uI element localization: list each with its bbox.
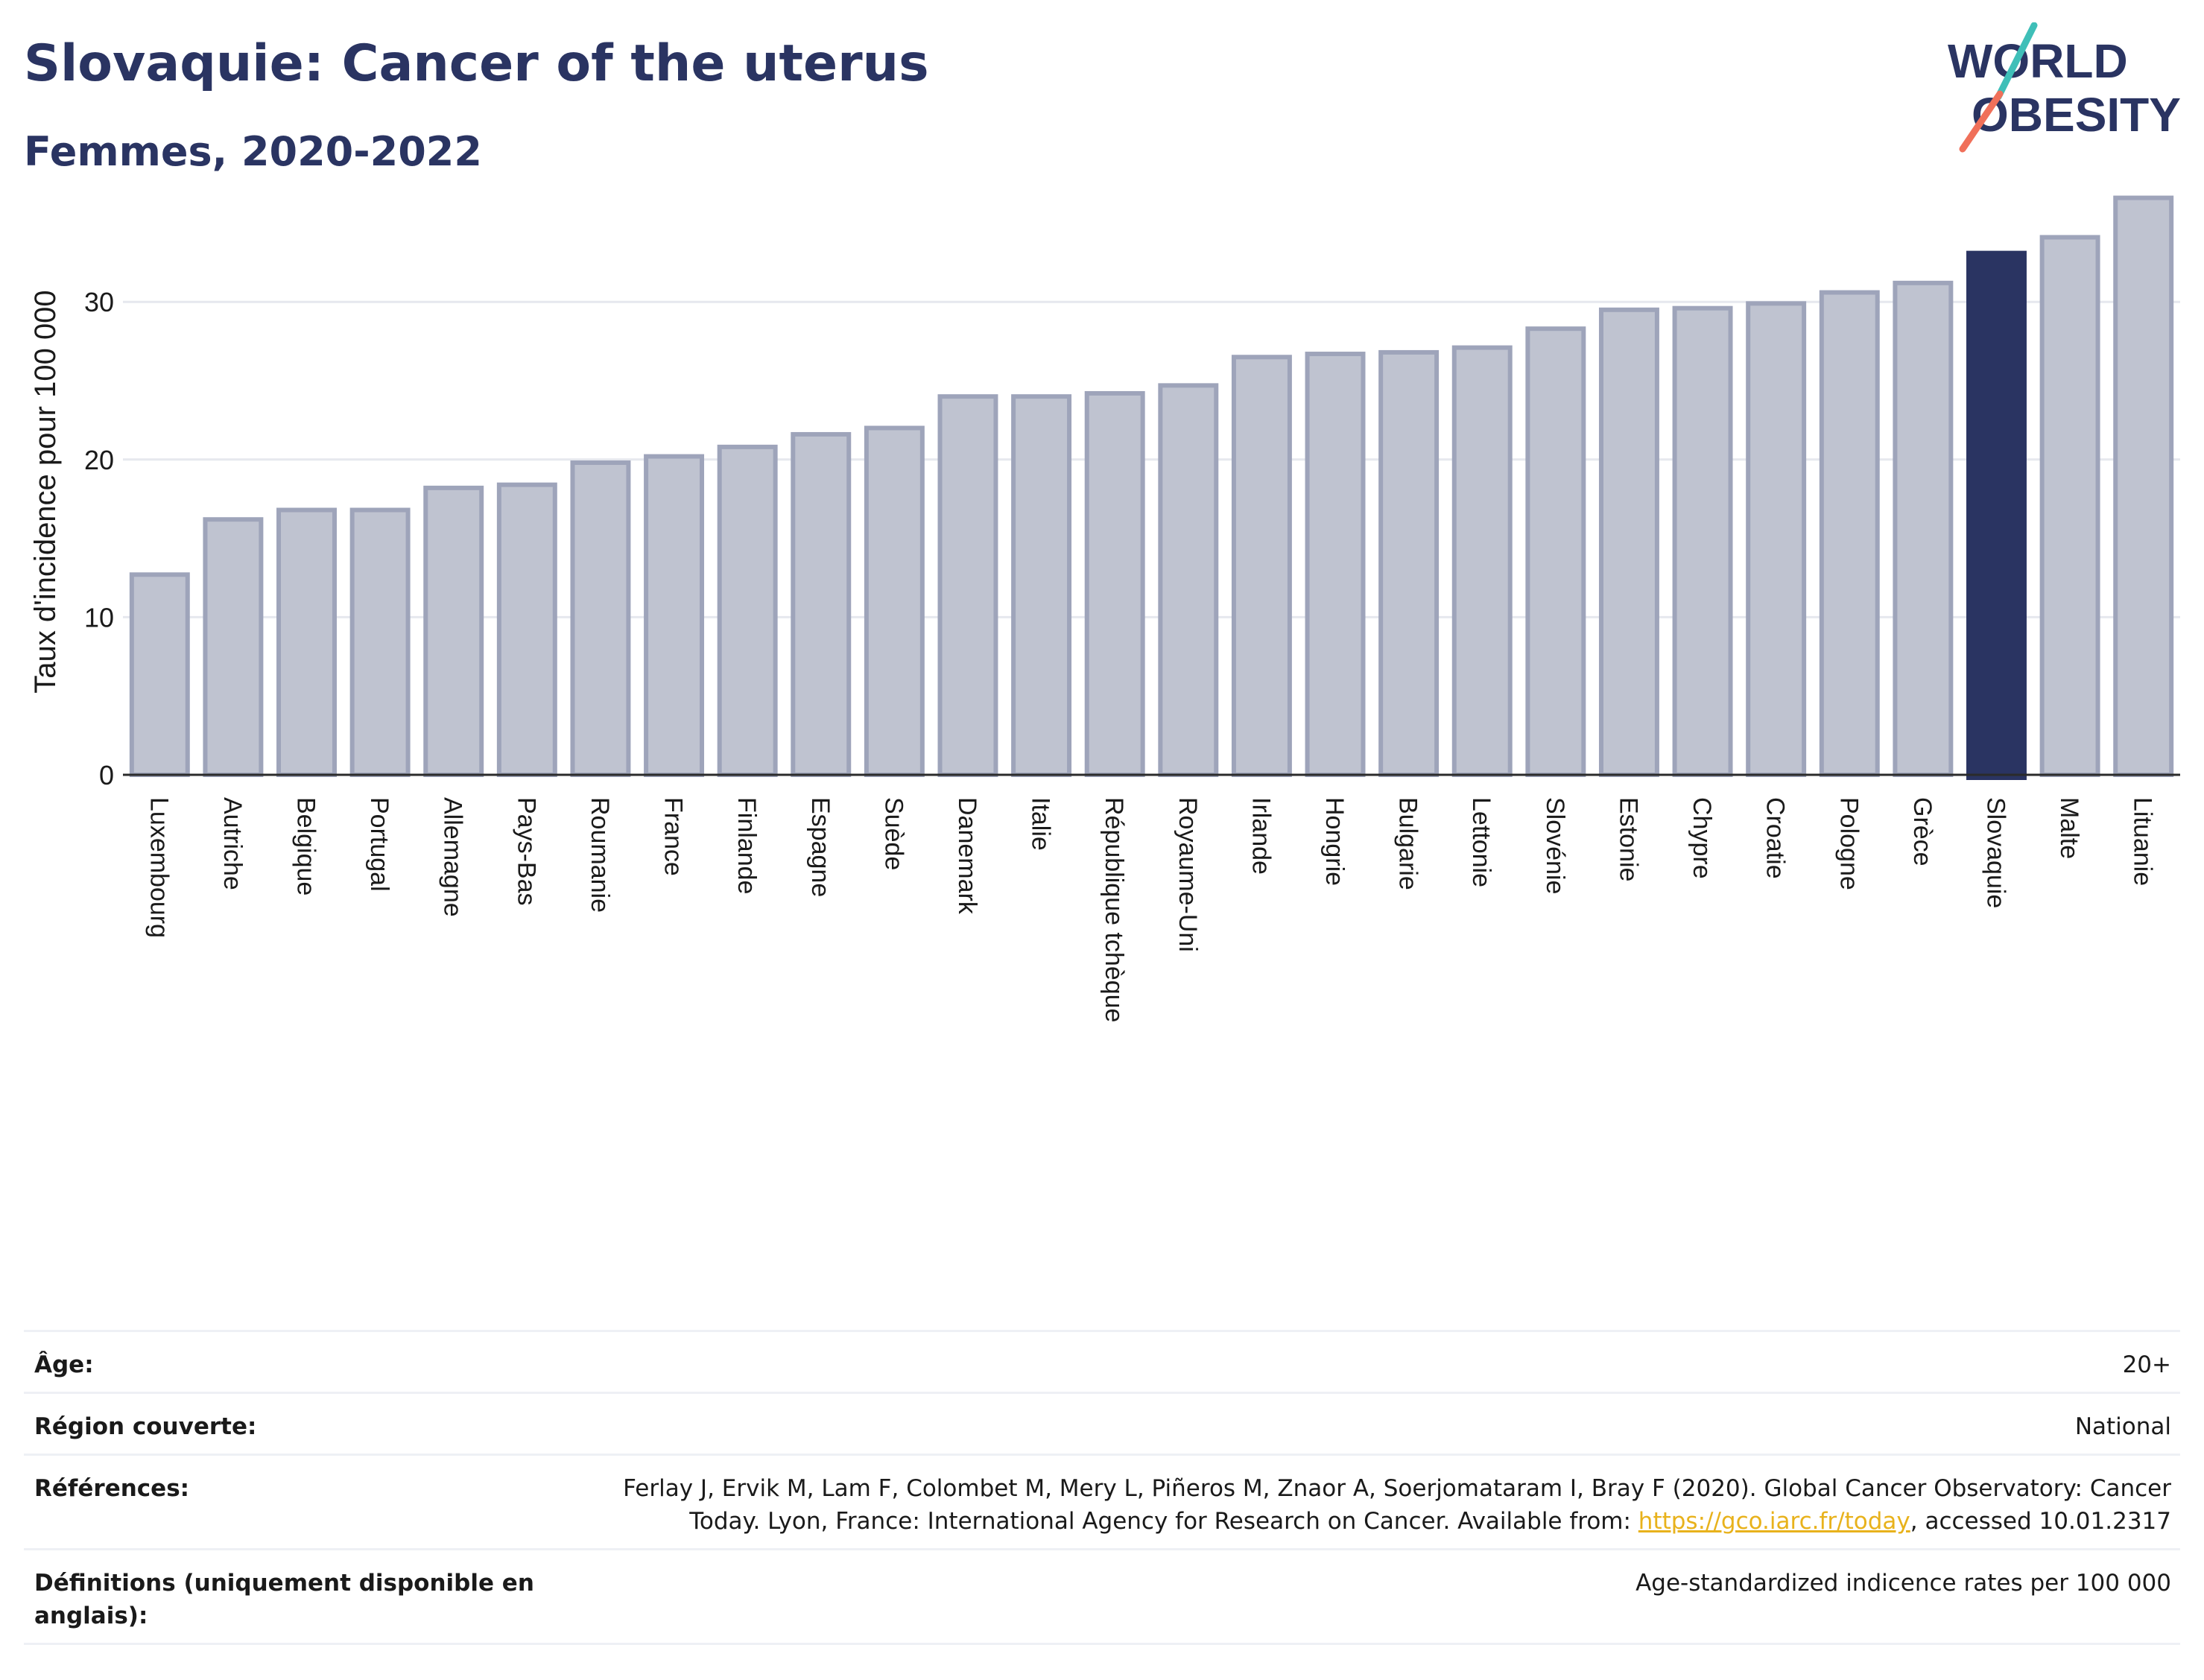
x-tick-label: Pologne: [1834, 797, 1863, 890]
bar-lettonie: [1451, 345, 1513, 777]
x-tick-label: Hongrie: [1320, 797, 1349, 886]
bar-croatie: [1746, 301, 1807, 778]
bar-slovaquie: [1966, 250, 2027, 781]
x-tick-label: Lituanie: [2129, 797, 2157, 886]
metadata-table: Âge: 20+ Région couverte: National Référ…: [24, 1330, 2180, 1645]
x-tick-label: Irlande: [1247, 797, 1275, 875]
x-tick-label: Portugal: [365, 797, 393, 892]
meta-row-definitions: Définitions (uniquement disponible en an…: [24, 1548, 2180, 1643]
bar-finlande: [717, 444, 778, 777]
references-line-2: Today. Lyon, France: International Agenc…: [623, 1505, 2171, 1538]
meta-region-label: Région couverte:: [34, 1413, 257, 1440]
x-tick-label: Slovaquie: [1981, 797, 2010, 908]
references-line-2-tail: , accessed 10.01.2317: [1910, 1508, 2171, 1535]
meta-references-value: Ferlay J, Ervik M, Lam F, Colombet M, Me…: [623, 1456, 2180, 1538]
meta-row-references: Références: Ferlay J, Ervik M, Lam F, Co…: [24, 1454, 2180, 1548]
logo-word-world: WORLD: [1948, 34, 2128, 88]
bar-chypre: [1672, 305, 1733, 777]
chart-subtitle: Femmes, 2020-2022: [24, 128, 482, 175]
x-tick-label: République tchèque: [1100, 797, 1128, 1022]
y-tick-label: 0: [99, 760, 114, 790]
bar-chart: 0 10 20 30 Luxembourg Autriche Belgique Portug…: [29, 195, 2180, 1022]
x-tick-label: Lettonie: [1467, 797, 1495, 887]
bar-slovénie: [1525, 326, 1586, 777]
meta-definitions-label: Définitions (uniquement disponible en an…: [34, 1570, 534, 1629]
logo-slash-teal: [1995, 22, 2038, 101]
bar-suède: [864, 425, 925, 777]
y-tick-label: 20: [84, 445, 114, 475]
bar-bulgarie: [1378, 349, 1440, 777]
x-tick-label: Finlande: [732, 797, 761, 894]
y-axis-label: Taux d'incidence pour 100 000: [29, 290, 62, 693]
bar-grèce: [1893, 280, 1954, 777]
x-tick-label: Chypre: [1688, 797, 1716, 879]
bar-espagne: [791, 431, 852, 778]
x-tick-label: Malte: [2055, 797, 2083, 859]
bar-hongrie: [1305, 352, 1366, 778]
x-tick-label: Luxembourg: [145, 797, 173, 938]
x-tick-label: Italie: [1027, 797, 1055, 851]
meta-region-value: National: [2074, 1413, 2171, 1440]
x-tick-label: Croatie: [1761, 797, 1790, 879]
x-tick-label: Bulgarie: [1394, 797, 1422, 890]
meta-definitions-value: Age-standardized indicence rates per 100…: [1635, 1570, 2171, 1597]
meta-row-region: Région couverte: National: [24, 1392, 2180, 1454]
x-tick-label: Pays-Bas: [512, 797, 540, 906]
y-tick-label: 30: [84, 287, 114, 317]
bar-italie: [1011, 394, 1072, 777]
bar-portugal: [349, 507, 411, 777]
references-line-2-text: Today. Lyon, France: International Agenc…: [689, 1508, 1638, 1535]
x-tick-label: Grèce: [1908, 797, 1937, 866]
references-link[interactable]: https://gco.iarc.fr/today: [1638, 1508, 1910, 1535]
x-tick-label: Suède: [879, 797, 908, 870]
x-tick-label: France: [659, 797, 688, 876]
bar-roumanie: [570, 460, 631, 777]
bar-allemagne: [423, 485, 484, 777]
y-tick-labels: 0 10 20 30: [84, 287, 114, 790]
bar-estonie: [1598, 307, 1659, 777]
bar-royaume-uni: [1158, 383, 1219, 777]
x-tick-label: Autriche: [218, 797, 247, 890]
chart-title: Slovaquie: Cancer of the uterus: [24, 34, 929, 93]
y-tick-label: 10: [84, 602, 114, 633]
x-tick-labels: Luxembourg Autriche Belgique Portugal Allema…: [145, 797, 2156, 1022]
bar-luxembourg: [129, 572, 190, 778]
bars: [123, 195, 2180, 781]
bar-danemark: [937, 394, 998, 777]
x-tick-label: Allemagne: [439, 797, 467, 917]
bar-malte: [2039, 235, 2100, 778]
x-tick-label: Estonie: [1614, 797, 1642, 881]
x-tick-label: Danemark: [953, 797, 981, 915]
bar-irlande: [1231, 355, 1292, 777]
logo-word-obesity: OBESITY: [1972, 88, 2181, 142]
bar-france: [644, 454, 705, 777]
x-tick-label: Royaume-Uni: [1174, 797, 1202, 952]
x-tick-label: Espagne: [806, 797, 835, 897]
references-line-1: Ferlay J, Ervik M, Lam F, Colombet M, Me…: [623, 1475, 2171, 1502]
x-tick-label: Belgique: [292, 797, 320, 896]
x-tick-label: Roumanie: [586, 797, 614, 913]
bar-pays-bas: [496, 482, 557, 778]
world-obesity-logo: WORLD OBESITY: [1948, 22, 2181, 153]
meta-table-bottom-border: [24, 1643, 2180, 1645]
logo-slash-coral: [1959, 90, 2004, 153]
bar-autriche: [203, 517, 264, 778]
meta-age-value: 20+: [2122, 1351, 2171, 1378]
meta-age-label: Âge:: [34, 1351, 94, 1378]
bar-lituanie: [2113, 195, 2174, 777]
meta-references-label: Références:: [34, 1475, 190, 1502]
bar-belgique: [276, 507, 337, 777]
meta-row-age: Âge: 20+: [24, 1330, 2180, 1392]
bar-république-tchèque: [1084, 390, 1145, 777]
bar-pologne: [1819, 290, 1880, 777]
x-tick-label: Slovénie: [1541, 797, 1569, 894]
